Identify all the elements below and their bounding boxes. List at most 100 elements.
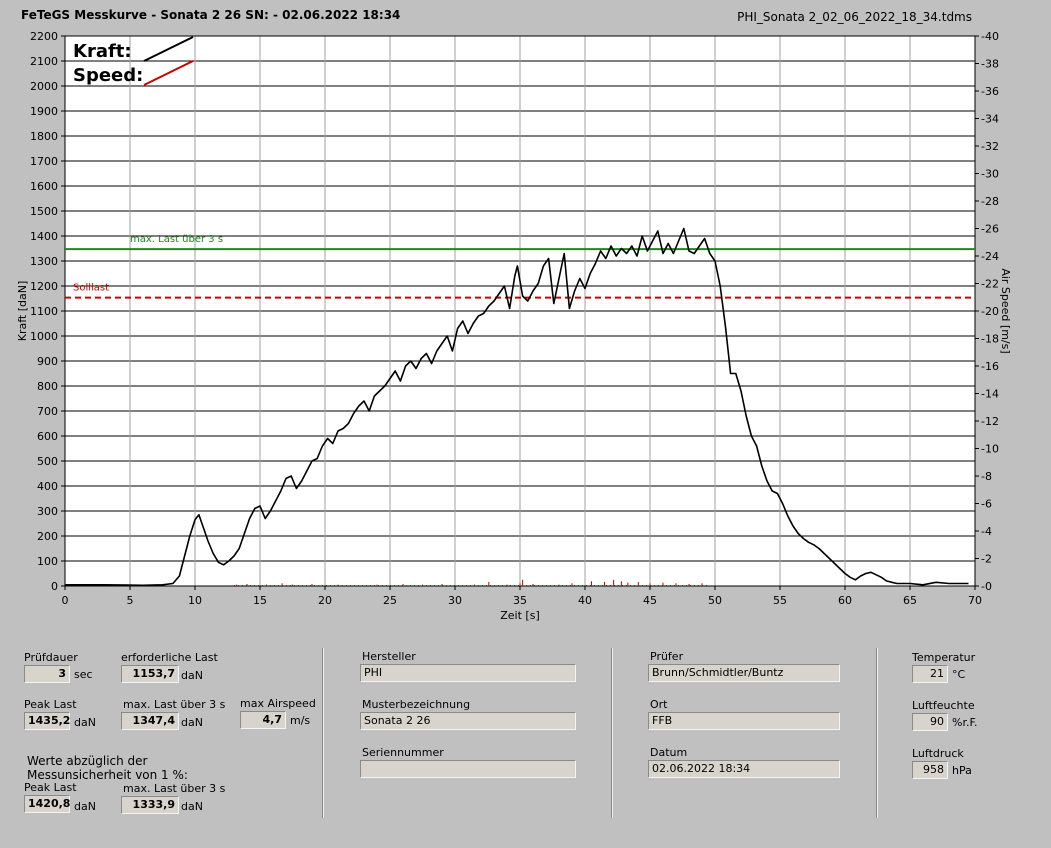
datum-label: Datum [650,746,688,759]
luftfeuchte-label: Luftfeuchte [912,699,975,712]
max-last-label: max. Last über 3 s [123,698,226,711]
y2-tick-label: -8 [981,470,992,483]
erf-last-unit: daN [181,669,203,682]
seriennummer-field[interactable] [360,760,576,778]
y2-tick-label: -32 [981,140,999,153]
reference-line-label: max. Last über 3 s [130,234,223,245]
y-tick-label: 1900 [30,105,58,118]
x-tick-label: 30 [448,594,462,607]
force-chart: 0100200300400500600700800900100011001200… [16,30,1012,622]
x-tick-label: 65 [903,594,917,607]
y-tick-label: 2200 [30,30,58,43]
y2-tick-label: -34 [981,113,999,126]
legend-swatch-speed [143,60,194,86]
max-last-corrected-field: 1333,9 [121,796,179,814]
max-airspeed-unit: m/s [290,714,311,727]
y2-tick-label: -24 [981,250,999,263]
max-last-corrected-unit: daN [181,800,203,813]
y-tick-label: 300 [37,505,58,518]
y2-tick-label: -40 [981,30,999,43]
temperatur-label: Temperatur [912,651,976,664]
y-tick-label: 200 [37,530,58,543]
peak-last-unit: daN [74,716,96,729]
pruefdauer-unit: sec [74,668,93,681]
x-tick-label: 55 [773,594,787,607]
luftdruck-field: 958 [912,761,948,779]
separator-2 [611,648,613,818]
y-tick-label: 1400 [30,230,58,243]
y2-tick-label: -12 [981,415,999,428]
y2-tick-label: -28 [981,195,999,208]
y2-tick-label: -20 [981,305,999,318]
y2-tick-label: -22 [981,278,999,291]
y-tick-label: 1700 [30,155,58,168]
y-tick-label: 0 [51,580,58,593]
y2-tick-label: -16 [981,360,999,373]
erf-last-field: 1153,7 [121,665,179,683]
y2-tick-label: -0 [981,580,992,593]
temperatur-unit: °C [952,668,966,681]
y2-tick-label: -2 [981,553,992,566]
y-tick-label: 1800 [30,130,58,143]
ort-label: Ort [650,698,668,711]
separator-1 [322,648,324,818]
musterbezeichnung-field[interactable]: Sonata 2 26 [360,712,576,730]
x-tick-label: 10 [188,594,202,607]
y2-tick-label: -4 [981,525,992,538]
peak-last-field: 1435,2 [24,712,70,730]
y2-tick-label: -14 [981,388,999,401]
datum-field[interactable]: 02.06.2022 18:34 [648,760,840,778]
max-last-corrected-label: max. Last über 3 s [123,782,226,795]
seriennummer-label: Seriennummer [362,746,444,759]
max-airspeed-label: max Airspeed [240,697,316,710]
werte-note-line2: Messunsicherheit von 1 %: [27,768,188,782]
x-tick-label: 15 [253,594,267,607]
y2-tick-label: -18 [981,333,999,346]
force-series-line [65,227,969,587]
pruefer-label: Prüfer [650,650,684,663]
legend-swatch-kraft [143,36,194,62]
x-tick-label: 25 [383,594,397,607]
x-tick-label: 45 [643,594,657,607]
hersteller-field[interactable]: PHI [360,664,576,682]
file-name: PHI_Sonata 2_02_06_2022_18_34.tdms [737,10,972,24]
y-tick-label: 1600 [30,180,58,193]
x-tick-label: 40 [578,594,592,607]
x-tick-label: 70 [968,594,982,607]
x-tick-label: 60 [838,594,852,607]
ort-field[interactable]: FFB [648,712,840,730]
y2-tick-label: -38 [981,58,999,71]
luftfeuchte-field: 90 [912,713,948,731]
y-tick-label: 1000 [30,330,58,343]
y-tick-label: 2100 [30,55,58,68]
y2-tick-label: -10 [981,443,999,456]
y-tick-label: 100 [37,555,58,568]
y-tick-label: 800 [37,380,58,393]
hersteller-label: Hersteller [362,650,416,663]
y2-tick-label: -6 [981,498,992,511]
y-tick-label: 600 [37,430,58,443]
peak-last-corrected-field: 1420,8 [24,795,70,813]
temperatur-field: 21 [912,665,948,683]
x-tick-label: 20 [318,594,332,607]
peak-last-label: Peak Last [24,698,77,711]
x-tick-label: 35 [513,594,527,607]
y2-tick-label: -30 [981,168,999,181]
y-tick-label: 400 [37,480,58,493]
peak-last-corrected-unit: daN [74,800,96,813]
y-tick-label: 700 [37,405,58,418]
y2-tick-label: -36 [981,85,999,98]
pruefdauer-label: Prüfdauer [24,651,78,664]
window-title: FeTeGS Messkurve - Sonata 2 26 SN: - 02.… [21,8,401,22]
legend-entry-kraft: Kraft: [73,41,132,62]
pruefer-field[interactable]: Brunn/Schmidtler/Buntz [648,664,840,682]
x-tick-label: 50 [708,594,722,607]
y-tick-label: 1300 [30,255,58,268]
separator-3 [876,648,878,818]
x-axis-label: Zeit [s] [500,609,539,622]
max-last-field: 1347,4 [121,712,179,730]
werte-note-line1: Werte abzüglich der [27,754,148,768]
y2-tick-label: -26 [981,223,999,236]
y-tick-label: 2000 [30,80,58,93]
max-airspeed-field: 4,7 [240,711,286,729]
